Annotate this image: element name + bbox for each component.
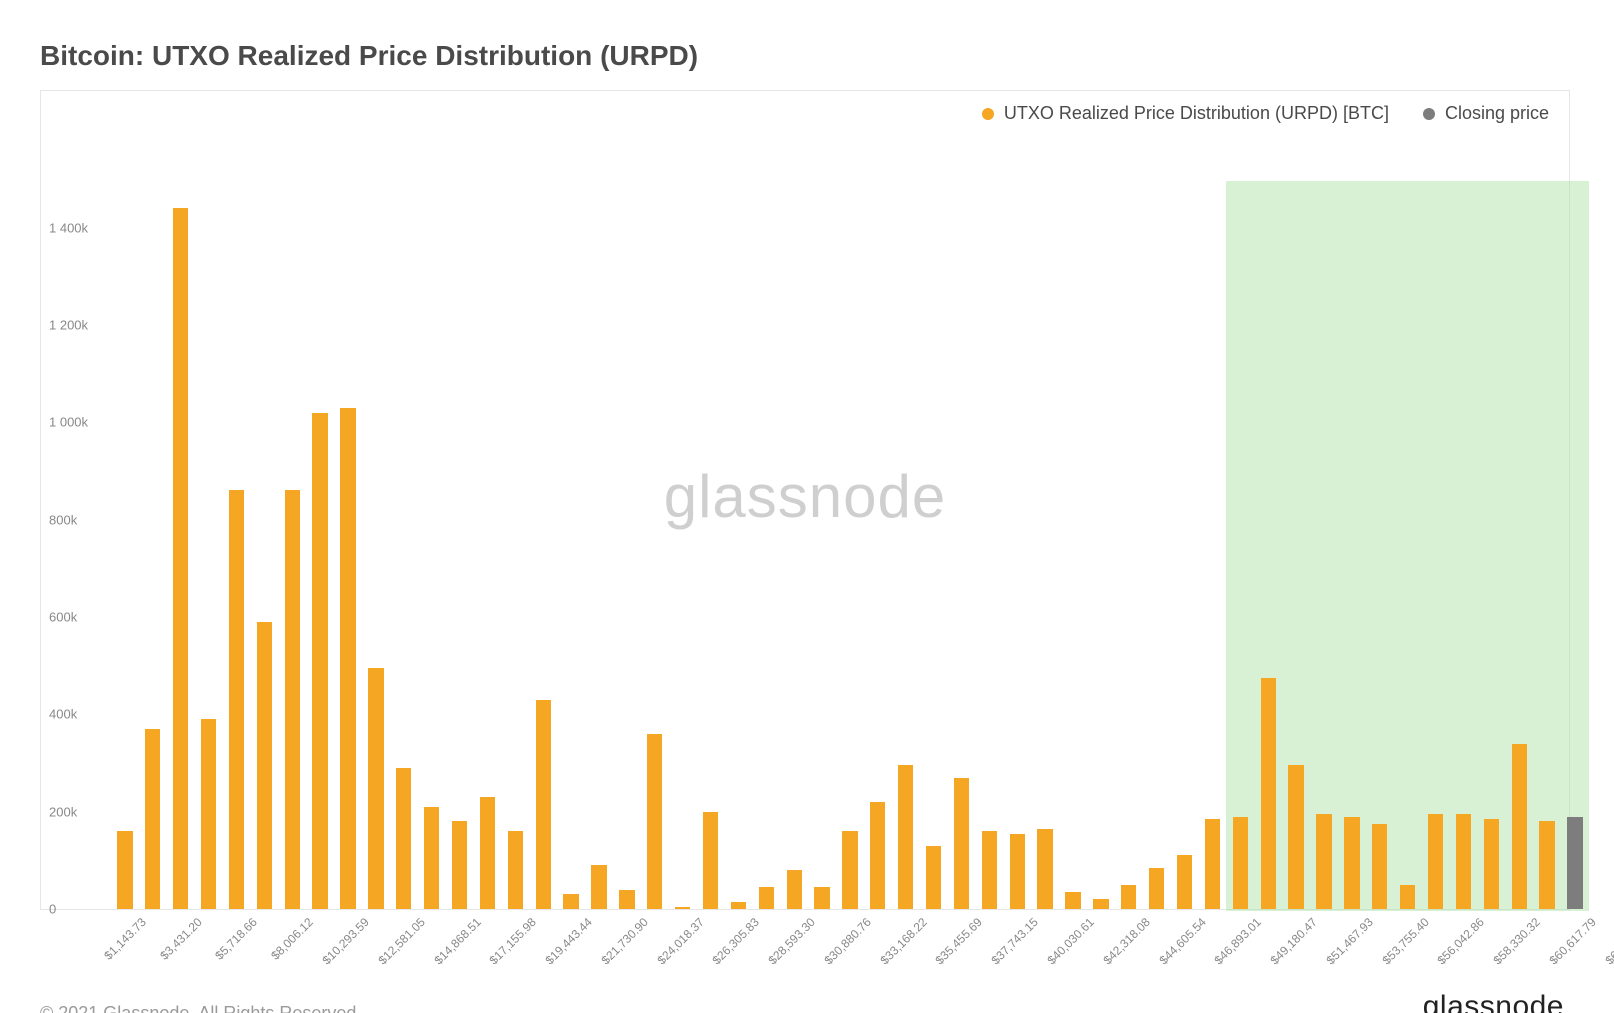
bar	[1539, 821, 1554, 909]
x-tick-label: $60,617.79	[1546, 915, 1598, 967]
x-tick-label: $19,443.44	[543, 915, 595, 967]
bar	[1037, 829, 1052, 909]
bar	[759, 887, 774, 909]
bar	[1261, 678, 1276, 909]
plot-area: UTXO Realized Price Distribution (URPD) …	[40, 90, 1570, 910]
bar	[563, 894, 578, 909]
bar	[1177, 855, 1192, 909]
bar	[1484, 819, 1499, 909]
bar	[173, 208, 188, 909]
bar	[814, 887, 829, 909]
bar	[842, 831, 857, 909]
bar	[647, 734, 662, 909]
x-tick-label: $12,581.05	[375, 915, 427, 967]
bar	[452, 821, 467, 909]
bar	[201, 719, 216, 909]
bar	[1233, 817, 1248, 909]
x-tick-label: $51,467.93	[1323, 915, 1375, 967]
bar	[1065, 892, 1080, 909]
bar	[312, 413, 327, 909]
chart-title: Bitcoin: UTXO Realized Price Distributio…	[40, 40, 1594, 72]
bar	[1428, 814, 1443, 909]
bar	[954, 778, 969, 909]
bar	[1344, 817, 1359, 909]
bar	[424, 807, 439, 909]
x-tick-label: $35,455.69	[933, 915, 985, 967]
bar	[536, 700, 551, 909]
x-tick-label: $49,180.47	[1268, 915, 1320, 967]
x-tick-label: $56,042.86	[1435, 915, 1487, 967]
bar	[368, 668, 383, 909]
x-tick-label: $24,018.37	[654, 915, 706, 967]
bar	[1288, 765, 1303, 909]
bar	[703, 812, 718, 909]
bar	[285, 490, 300, 909]
x-tick-label: $33,168.22	[877, 915, 929, 967]
bar	[257, 622, 272, 909]
bar	[1456, 814, 1471, 909]
x-tick-label: $26,305.83	[710, 915, 762, 967]
x-tick-label: $5,718.66	[213, 915, 261, 963]
x-tick-label: $42,318.08	[1100, 915, 1152, 967]
x-tick-label: $62,905.25	[1602, 915, 1614, 967]
x-tick-label: $53,755.40	[1379, 915, 1431, 967]
x-tick-label: $8,006.12	[268, 915, 316, 963]
bar	[787, 870, 802, 909]
bar	[675, 907, 690, 909]
bar	[1149, 868, 1164, 909]
copyright: © 2021 Glassnode. All Rights Reserved.	[40, 1003, 361, 1013]
bar	[508, 831, 523, 909]
x-tick-label: $17,155.98	[487, 915, 539, 967]
closing-price-bar	[1567, 817, 1582, 909]
chart-container: Bitcoin: UTXO Realized Price Distributio…	[0, 0, 1614, 1013]
x-tick-label: $1,143.73	[101, 915, 149, 963]
x-tick-label: $58,330.32	[1491, 915, 1543, 967]
bar	[898, 765, 913, 909]
footer: © 2021 Glassnode. All Rights Reserved. g…	[40, 990, 1594, 1013]
x-tick-label: $37,743.15	[989, 915, 1041, 967]
bar	[1093, 899, 1108, 909]
bar	[1512, 744, 1527, 909]
bar	[1400, 885, 1415, 909]
bars-container	[111, 91, 1559, 909]
bar	[229, 490, 244, 909]
bar	[480, 797, 495, 909]
x-tick-label: $40,030.61	[1044, 915, 1096, 967]
bar	[1372, 824, 1387, 909]
bar	[870, 802, 885, 909]
brand-logo: glassnode	[1423, 990, 1564, 1013]
bar	[117, 831, 132, 909]
x-tick-label: $46,893.01	[1212, 915, 1264, 967]
bar	[396, 768, 411, 909]
bar	[1205, 819, 1220, 909]
bar	[340, 408, 355, 909]
x-tick-label: $3,431.20	[157, 915, 205, 963]
x-tick-label: $10,293.59	[319, 915, 371, 967]
bar	[1121, 885, 1136, 909]
x-tick-label: $30,880.76	[821, 915, 873, 967]
bar	[591, 865, 606, 909]
bar	[145, 729, 160, 909]
bar	[731, 902, 746, 909]
bar	[926, 846, 941, 909]
bar	[1316, 814, 1331, 909]
x-tick-label: $21,730.90	[598, 915, 650, 967]
bar	[619, 890, 634, 909]
x-tick-label: $28,593.30	[766, 915, 818, 967]
x-tick-label: $44,605.54	[1156, 915, 1208, 967]
bar	[982, 831, 997, 909]
bar	[1010, 834, 1025, 909]
y-axis: 0200k400k600k800k1 000k1 200k1 400k	[41, 91, 111, 909]
x-tick-label: $14,868.51	[431, 915, 483, 967]
